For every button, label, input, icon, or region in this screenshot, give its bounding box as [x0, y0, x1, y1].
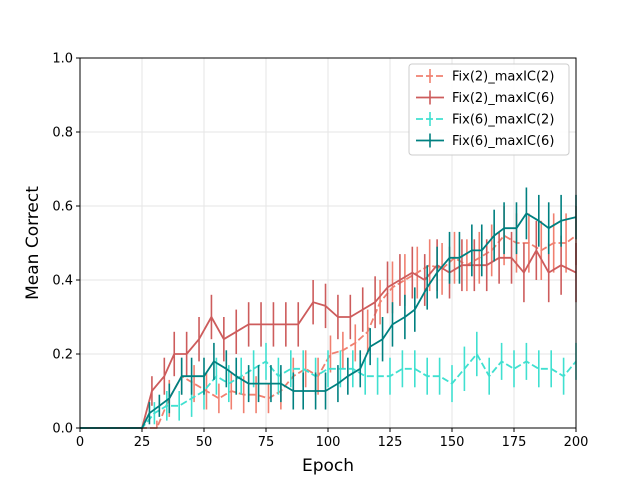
x-tick-label: 50	[196, 435, 213, 450]
series-line	[80, 249, 577, 429]
legend-label: Fix(6)_maxIC(6)	[452, 134, 554, 149]
x-tick-label: 150	[440, 435, 465, 450]
legend-entry: Fix(2)_maxIC(2)	[416, 69, 554, 85]
plot-area	[80, 187, 577, 429]
x-tick-label: 100	[316, 435, 341, 450]
y-tick-label: 0.4	[52, 274, 73, 289]
y-tick-label: 0.0	[52, 422, 73, 437]
series-line	[80, 212, 577, 429]
y-tick-label: 0.6	[52, 200, 73, 215]
legend-entry: Fix(6)_maxIC(2)	[416, 112, 554, 128]
legend-box	[408, 63, 570, 156]
legend-label: Fix(2)_maxIC(2)	[452, 70, 554, 85]
series-line	[80, 234, 577, 429]
x-tick-label: 75	[258, 435, 275, 450]
y-axis-title: Mean Correct	[23, 186, 43, 300]
legend-entry: Fix(2)_maxIC(6)	[416, 90, 554, 106]
y-tick-label: 0.2	[52, 348, 73, 363]
legend-entry: Fix(6)_maxIC(6)	[416, 133, 554, 149]
series-4	[80, 187, 577, 429]
x-axis-title: Epoch	[302, 456, 354, 476]
x-tick-label: 25	[134, 435, 151, 450]
y-tick-label: 1.0	[52, 52, 73, 67]
legend: Fix(2)_maxIC(2) Fix(2)_maxIC(6) Fix(6)_max…	[408, 63, 570, 156]
x-tick-label: 175	[502, 435, 527, 450]
x-tick-label: 125	[378, 435, 403, 450]
axis-ticks: 0 25 50 75 100 125 150 175 200 0.0 0.2 0.4 0.6 0.8 1.0	[52, 52, 588, 451]
x-tick-label: 0	[76, 435, 84, 450]
y-tick-label: 0.8	[52, 126, 73, 141]
x-tick-label: 200	[564, 435, 589, 450]
legend-label: Fix(2)_maxIC(6)	[452, 91, 554, 106]
series-line	[80, 353, 577, 429]
legend-label: Fix(6)_maxIC(2)	[452, 113, 554, 128]
